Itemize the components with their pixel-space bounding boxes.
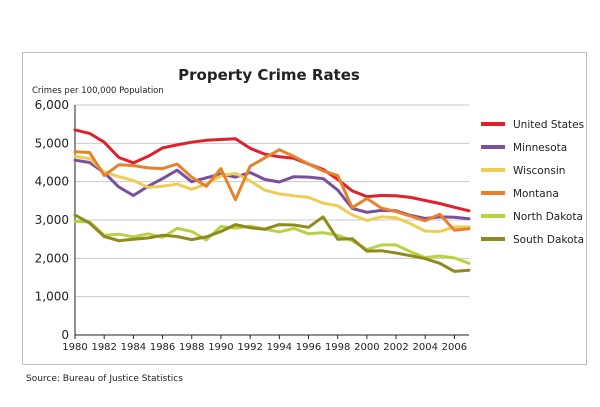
y-tick-label: 0: [61, 328, 69, 342]
x-tick-label: 2006: [442, 342, 467, 353]
legend-label-united-states: United States: [513, 119, 584, 131]
x-tick-label: 1980: [62, 342, 87, 353]
x-tick-label: 1984: [121, 342, 146, 353]
chart-frame: Property Crime Rates Crimes per 100,000 …: [22, 52, 587, 365]
series-line-montana: [73, 148, 471, 232]
source-note: Source: Bureau of Justice Statistics: [26, 374, 183, 384]
legend-label-north-dakota: North Dakota: [513, 211, 583, 223]
x-tick-label: 1992: [237, 342, 262, 353]
x-tick-label: 1986: [150, 342, 175, 353]
legend-label-south-dakota: South Dakota: [513, 234, 584, 246]
x-tick-label: 1982: [91, 342, 116, 353]
x-tick-label: 2000: [354, 342, 379, 353]
y-axis-label: Crimes per 100,000 Population: [32, 86, 164, 96]
series-line-north-dakota: [73, 220, 471, 265]
x-tick-label: 1988: [179, 342, 204, 353]
legend-label-wisconsin: Wisconsin: [513, 165, 565, 177]
x-tick-label: 2004: [412, 342, 437, 353]
x-tick-label: 1994: [267, 342, 292, 353]
series-line-south-dakota: [73, 213, 471, 273]
y-tick-label: 1,000: [35, 290, 69, 304]
y-tick-label: 5,000: [35, 136, 69, 150]
y-tick-label: 6,000: [35, 98, 69, 112]
x-tick-label: 1996: [296, 342, 321, 353]
chart-title: Property Crime Rates: [178, 66, 360, 84]
y-tick-label: 3,000: [35, 213, 69, 227]
y-tick-label: 2,000: [35, 251, 69, 265]
legend-label-montana: Montana: [513, 188, 559, 200]
series-line-minnesota: [73, 158, 471, 221]
legend-label-minnesota: Minnesota: [513, 142, 567, 154]
x-tick-label: 1990: [208, 342, 233, 353]
property-crime-chart: Property Crime Rates Crimes per 100,000 …: [32, 66, 584, 353]
y-tick-label: 4,000: [35, 175, 69, 189]
series-line-wisconsin: [73, 154, 471, 233]
x-tick-label: 2002: [383, 342, 408, 353]
series-line-united-states: [73, 128, 471, 213]
x-tick-label: 1998: [325, 342, 350, 353]
